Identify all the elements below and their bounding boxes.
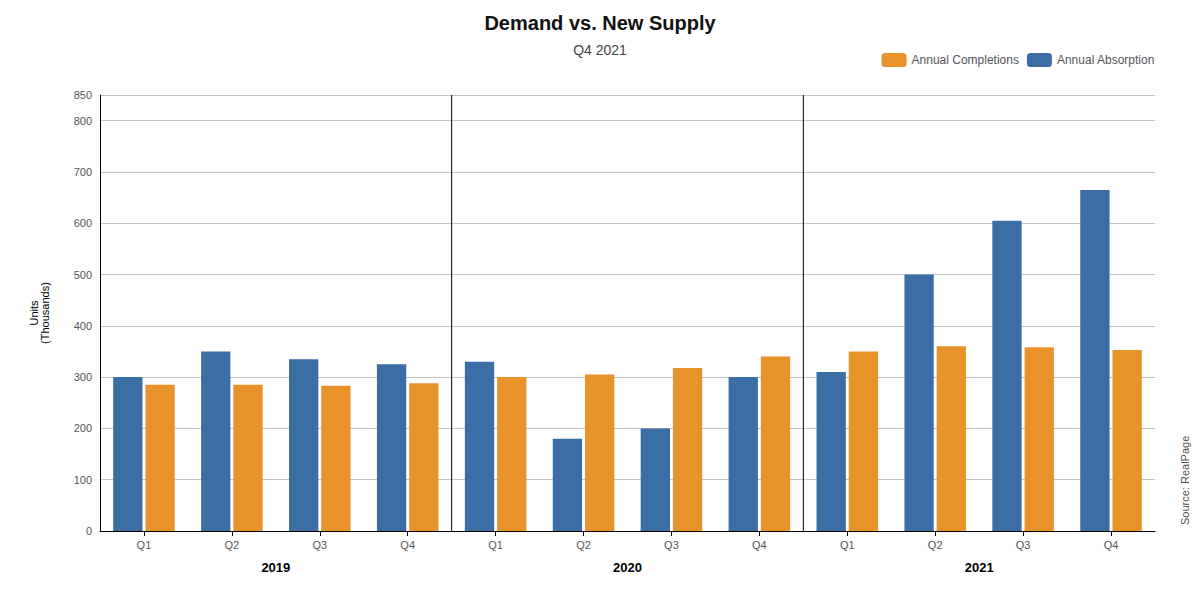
svg-text:Q1: Q1 bbox=[137, 539, 152, 551]
svg-text:Source: RealPage: Source: RealPage bbox=[1179, 436, 1191, 525]
svg-text:300: 300 bbox=[74, 371, 92, 383]
svg-text:850: 850 bbox=[74, 89, 92, 101]
svg-text:Q4: Q4 bbox=[752, 539, 767, 551]
svg-text:Q1: Q1 bbox=[840, 539, 855, 551]
svg-text:400: 400 bbox=[74, 320, 92, 332]
svg-text:Q2: Q2 bbox=[225, 539, 240, 551]
svg-text:2020: 2020 bbox=[613, 560, 642, 575]
svg-text:Demand vs. New Supply: Demand vs. New Supply bbox=[484, 12, 716, 34]
svg-text:Q2: Q2 bbox=[576, 539, 591, 551]
svg-text:500: 500 bbox=[74, 269, 92, 281]
svg-text:2021: 2021 bbox=[965, 560, 994, 575]
svg-text:800: 800 bbox=[74, 115, 92, 127]
svg-text:Q4 2021: Q4 2021 bbox=[573, 42, 627, 58]
svg-text:0: 0 bbox=[86, 525, 92, 537]
svg-text:600: 600 bbox=[74, 217, 92, 229]
svg-text:Q4: Q4 bbox=[400, 539, 415, 551]
svg-text:2019: 2019 bbox=[261, 560, 290, 575]
svg-text:200: 200 bbox=[74, 422, 92, 434]
svg-text:Q1: Q1 bbox=[488, 539, 503, 551]
svg-text:Q3: Q3 bbox=[664, 539, 679, 551]
svg-text:Annual Absorption: Annual Absorption bbox=[1057, 53, 1154, 67]
svg-text:100: 100 bbox=[74, 474, 92, 486]
svg-text:Units: Units bbox=[27, 300, 40, 326]
svg-text:(Thousands): (Thousands) bbox=[39, 282, 51, 344]
svg-text:Q3: Q3 bbox=[1016, 539, 1031, 551]
svg-text:700: 700 bbox=[74, 166, 92, 178]
svg-text:Annual Completions: Annual Completions bbox=[912, 53, 1019, 67]
svg-text:Q2: Q2 bbox=[928, 539, 943, 551]
svg-text:Q3: Q3 bbox=[312, 539, 327, 551]
svg-text:Q4: Q4 bbox=[1104, 539, 1119, 551]
